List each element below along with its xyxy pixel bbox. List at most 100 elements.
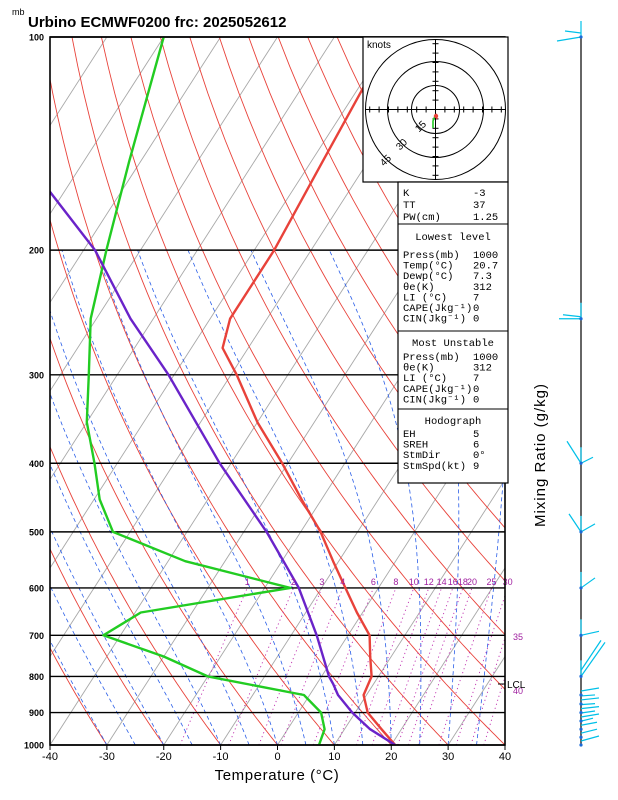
wind-barb-flag [580, 523, 596, 533]
wind-barb-dot [579, 633, 583, 637]
pressure-tick-label: 300 [29, 370, 44, 380]
wind-barb-dot [579, 711, 583, 715]
mixing-ratio-label: 14 [437, 577, 447, 587]
index-tt-value: 37 [473, 200, 486, 212]
most-unstable-value: 7 [473, 373, 479, 385]
moist-adiabat [96, 249, 307, 745]
most-unstable-value: 312 [473, 363, 492, 375]
lowest-level-label: Temp(°C) [403, 261, 453, 273]
wind-barb-dot [579, 530, 583, 534]
mixing-ratio-label: 8 [393, 577, 398, 587]
pressure-tick-label: 700 [29, 631, 44, 641]
mixing-ratio-label: 10 [409, 577, 419, 587]
mixing-ratio-label: 1 [245, 577, 250, 587]
lowest-level-label: θe(K) [403, 282, 435, 294]
isotherm [163, 213, 505, 745]
hodograph-ticks [369, 43, 502, 176]
wind-barb-dot [579, 727, 583, 731]
background-grid [50, 37, 618, 745]
wind-barb-dot [579, 719, 583, 723]
wind-barb-flag [580, 721, 598, 726]
dry-adiabat [50, 445, 221, 745]
pressure-tick-label: 200 [29, 246, 44, 256]
mixing-ratio-label: 3 [319, 577, 324, 587]
wind-barb-flag [568, 513, 582, 533]
temperature-tick-label: -30 [99, 751, 115, 763]
mixing-ratio-line [483, 675, 505, 745]
wind-barb-flag [580, 710, 596, 714]
lowest-level-label: CIN(Jkg⁻¹) [403, 314, 466, 326]
temperature-tick-label: 30 [442, 751, 454, 763]
most-unstable-label: CAPE(Jkg⁻¹) [403, 384, 472, 396]
wind-barb-flag [556, 36, 582, 42]
hodograph: knots 15 30 45 [362, 36, 509, 183]
dry-adiabat [602, 37, 618, 745]
dry-adiabat [50, 647, 108, 745]
lowest-level-label: Press(mb) [403, 250, 460, 262]
moist-adiabat [476, 250, 505, 745]
lowest-level-value: 312 [473, 282, 492, 294]
hodograph-index-value: 0° [473, 450, 486, 462]
wind-barbs [556, 21, 606, 747]
isotherm [50, 37, 221, 304]
mixing-ratio-label: 20 [467, 577, 477, 587]
hodograph-index-value: 6 [473, 440, 479, 452]
most-unstable-rows: Press(mb) 1000 θe(K) 312 LI (°C) 7CAPE(Jkg⁻¹)… [403, 352, 498, 406]
pressure-tick-label: 100 [29, 33, 44, 43]
mixing-ratio-line [470, 636, 505, 745]
moist-adiabat [50, 463, 193, 745]
wind-barb-flag [580, 630, 600, 636]
lowest-level-value: 20.7 [473, 261, 498, 273]
lowest-level-label: LI (°C) [403, 292, 447, 304]
wind-barb-flag [580, 703, 596, 706]
mixing-ratio-label: 40 [513, 686, 523, 696]
most-unstable-value: 1000 [473, 352, 498, 364]
temperature-tick-label: 0 [274, 751, 280, 763]
lowest-level-rows: Press(mb) 1000 Temp(°C) 20.7 Dewp(°C) 7.3 θe(K… [403, 250, 498, 326]
wind-barb-dot [579, 674, 583, 678]
dewpoint-profile [85, 37, 326, 745]
lowest-level-value: 7.3 [473, 271, 492, 283]
pressure-tick-label: 600 [29, 583, 44, 593]
temperature-tick-label: -40 [42, 751, 58, 763]
isotherm [50, 37, 165, 215]
pressure-tick-label: 500 [29, 527, 44, 537]
wind-barb-dot [579, 35, 583, 39]
hodograph-index-label: EH [403, 429, 416, 441]
mixing-ratio-label: 12 [424, 577, 434, 587]
wind-barb-flag [580, 694, 596, 697]
wind-barb-flag [580, 706, 600, 710]
wind-barb-dot [579, 743, 583, 747]
moist-adiabat [187, 249, 364, 745]
lowest-level-title: Lowest level [415, 232, 491, 244]
wind-barb-dot [579, 702, 583, 706]
index-tt-label: TT [403, 200, 416, 212]
wind-barb-flag [580, 640, 602, 671]
mixing-ratio-label: 16 [448, 577, 458, 587]
mixing-ratio-axis-title: Mixing Ratio (g/kg) [532, 383, 549, 527]
index-pw-label: PW(cm) [403, 212, 441, 224]
isotherm [562, 37, 618, 745]
wind-barb-flag [580, 687, 600, 692]
most-unstable-label: CIN(Jkg⁻¹) [403, 394, 466, 406]
lcl-label: LCL [507, 680, 526, 691]
isotherm [390, 567, 505, 745]
wind-barb-flag [580, 717, 594, 722]
hodograph-index-label: StmDir [403, 450, 441, 462]
most-unstable-value: 0 [473, 394, 479, 406]
isotherm [50, 37, 392, 569]
wind-barb-flag [580, 577, 596, 589]
moist-adiabat [137, 249, 335, 745]
wind-barb-flag [564, 30, 582, 34]
temperature-tick-label: 20 [385, 751, 397, 763]
dry-adiabat [248, 37, 505, 477]
wind-barb-flag [580, 735, 600, 742]
parcel-profile [50, 189, 396, 745]
mixing-ratio-label: 35 [513, 632, 523, 642]
indices-panel: K -3 TT 37 PW(cm) 1.25 Lowest level Pres… [397, 181, 509, 484]
lowest-level-value: 1000 [473, 250, 498, 262]
hodograph-trace-low [432, 115, 436, 128]
